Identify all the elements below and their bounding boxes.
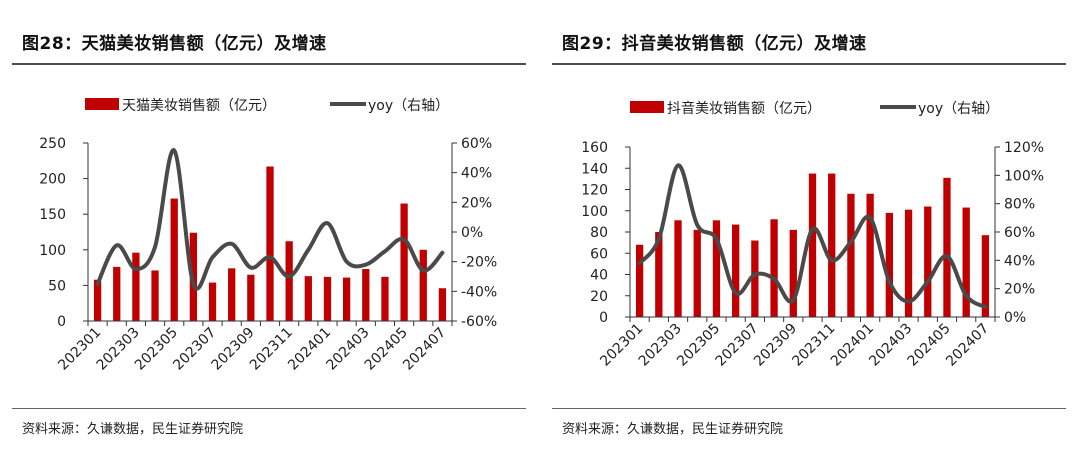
bar (770, 219, 778, 317)
bar (828, 173, 836, 317)
y-left-tick-label: 50 (48, 278, 66, 294)
source-rule (12, 408, 526, 409)
bar (438, 288, 447, 321)
bar (847, 193, 855, 317)
bar (693, 229, 701, 317)
tmall-beauty-sales-chart: 天猫美妆销售额（亿元） yoy（右轴） 0 50 100 150 200 250 -60% -40… (39, 98, 497, 374)
bar (208, 282, 217, 321)
bar (732, 224, 740, 317)
legend-bar-label: 抖音美妆销售额（亿元） (667, 100, 821, 117)
bar (885, 212, 893, 317)
bar (323, 276, 332, 321)
y-left-tick-label: 0 (599, 310, 608, 326)
bar (400, 203, 408, 321)
y-right-tick-label: 60% (1004, 225, 1035, 241)
y-right-tick-label: 100% (1004, 168, 1044, 184)
title-rule (12, 63, 526, 65)
y-left-tick-label: 100 (581, 204, 608, 220)
y-right-tick-label: -20% (461, 255, 497, 271)
bar (635, 244, 644, 317)
bar (151, 270, 159, 321)
y-left-tick-label: 140 (581, 161, 608, 177)
y-right-tick-label: 0% (461, 225, 483, 241)
bar (132, 252, 140, 321)
y-left-tick-label: 250 (39, 136, 66, 152)
y-left-tick-label: 100 (39, 243, 66, 259)
yoy-line (95, 148, 445, 291)
legend-bar-swatch (85, 98, 119, 110)
bar (655, 232, 663, 317)
y-right-tick-label: 40% (461, 166, 492, 182)
legend-bar-label: 天猫美妆销售额（亿元） (122, 98, 276, 114)
y-left-tick-label: 200 (39, 172, 66, 188)
bar (93, 279, 102, 321)
y-right-tick-label: 0% (1004, 310, 1026, 326)
y-right-tick-label: 80% (1004, 197, 1035, 213)
bar (808, 173, 817, 317)
y-right-tick-label: 20% (1004, 282, 1035, 298)
bar (674, 220, 682, 317)
bar (962, 207, 970, 317)
source-note: 资料来源：久谦数据，民生证券研究院 (22, 422, 244, 437)
bar (362, 269, 370, 321)
bar (113, 266, 121, 321)
y-right-tick-label: 40% (1004, 253, 1035, 269)
bar (247, 274, 255, 321)
douyin-beauty-sales-chart: 抖音美妆销售额（亿元） yoy（右轴） 0 20 40 60 80 100 120 140 160 0… (581, 100, 1044, 370)
figure-title: 图28：天猫美妆销售额（亿元）及增速 (22, 34, 327, 54)
y-right-tick-label: -40% (461, 284, 497, 300)
y-right-tick-label: 20% (461, 195, 492, 211)
legend-line-label: yoy（右轴） (918, 101, 999, 117)
source-note: 资料来源：久谦数据，民生证券研究院 (562, 422, 784, 437)
y-left-tick-label: 40 (590, 268, 608, 284)
y-left-tick-label: 60 (590, 246, 608, 262)
bar (981, 235, 990, 317)
x-tick-label: 202407 (943, 321, 992, 370)
y-right-tick-label: -60% (461, 314, 497, 330)
bar (751, 240, 759, 317)
y-left-tick-label: 20 (590, 289, 608, 305)
legend-bar-swatch (630, 101, 664, 113)
bar (943, 177, 951, 317)
bar (712, 220, 721, 317)
y-left-tick-label: 120 (581, 183, 608, 199)
y-left-tick-label: 160 (581, 140, 608, 156)
y-left-tick-label: 0 (57, 314, 66, 330)
figure-title: 图29：抖音美妆销售额（亿元）及增速 (562, 34, 867, 54)
figure-29-panel: 图29：抖音美妆销售额（亿元）及增速 抖音美妆销售额（亿元） yoy（右轴） 0 20… (540, 0, 1080, 454)
bar (304, 276, 312, 321)
source-rule (552, 408, 1066, 409)
yoy-line (637, 163, 988, 310)
y-right-tick-label: 120% (1004, 140, 1044, 156)
bar (789, 229, 797, 317)
y-left-tick-label: 80 (590, 225, 608, 241)
figure-28-panel: 图28：天猫美妆销售额（亿元）及增速 天猫美妆销售额（亿元） yoy（右轴） 0 50… (12, 34, 526, 437)
y-right-tick-label: 60% (461, 136, 492, 152)
legend-line-label: yoy（右轴） (368, 98, 449, 114)
bar (342, 277, 351, 321)
bar (170, 198, 178, 321)
bar (285, 241, 293, 321)
bar (924, 206, 932, 317)
bar (381, 276, 389, 321)
bar (419, 249, 427, 321)
y-left-tick-label: 150 (39, 207, 66, 223)
title-rule (552, 63, 1066, 65)
bar (228, 268, 236, 321)
bar (266, 166, 274, 321)
bar (866, 193, 874, 317)
bar (904, 209, 913, 317)
x-tick-label: 202407 (400, 325, 449, 374)
